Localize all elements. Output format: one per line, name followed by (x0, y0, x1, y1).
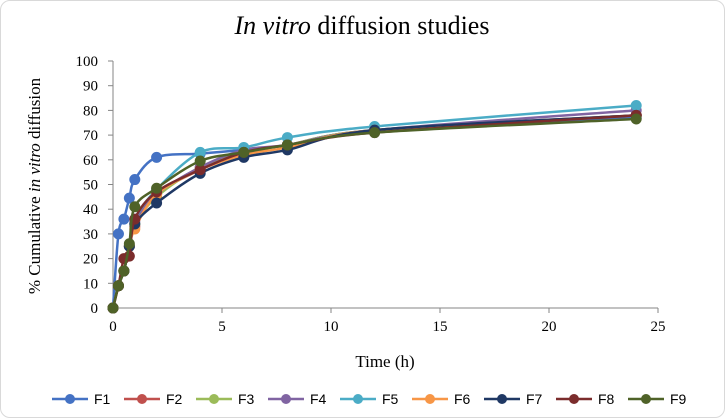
y-tick-label: 50 (83, 178, 98, 194)
y-tick-label: 30 (83, 227, 98, 243)
data-point (151, 151, 163, 163)
legend-marker (281, 394, 291, 404)
series-line (111, 114, 637, 309)
y-tick-label: 80 (83, 103, 98, 119)
legend-label: F5 (382, 391, 399, 407)
legend-label: F9 (670, 391, 687, 407)
series-F2 (107, 109, 642, 314)
series-F7 (107, 109, 642, 314)
legend-item-F2: F2 (124, 391, 183, 407)
legend-marker (65, 394, 75, 404)
series-F3 (107, 109, 642, 314)
legend-marker (497, 394, 507, 404)
y-tick-label: 10 (83, 276, 98, 292)
legend-item-F9: F9 (628, 391, 687, 407)
data-point (630, 113, 642, 125)
x-tick-label: 0 (109, 319, 117, 335)
data-point (238, 146, 250, 158)
legend-marker (353, 394, 363, 404)
legend-label: F8 (598, 391, 615, 407)
x-tick-label: 25 (651, 319, 666, 335)
data-point (151, 182, 163, 194)
data-point (630, 99, 642, 111)
legend-marker (137, 394, 147, 404)
series-group (107, 99, 642, 314)
data-point (281, 139, 293, 151)
legend-item-F8: F8 (556, 391, 615, 407)
data-point (112, 228, 124, 240)
y-tick-label: 60 (83, 153, 98, 169)
legend-marker (641, 394, 651, 404)
y-axis-title: % Cumulative in vitro diffusion (25, 77, 44, 294)
tick-labels: 0 10 20 30 40 50 60 70 80 90 100 0 5 10 15 20 25 (76, 54, 666, 335)
x-tick-label: 15 (433, 319, 448, 335)
y-tick-label: 90 (83, 79, 98, 95)
series-line (111, 114, 637, 309)
chart-title: In vitro diffusion studies (234, 11, 490, 40)
series-line (111, 114, 637, 309)
x-tick-label: 5 (218, 319, 226, 335)
legend-item-F4: F4 (268, 391, 327, 407)
data-point (123, 192, 135, 204)
legend-marker (569, 394, 579, 404)
series-line (111, 109, 637, 309)
legend-item-F7: F7 (484, 391, 543, 407)
series-line (111, 114, 637, 309)
legend-label: F3 (238, 391, 255, 407)
y-tick-label: 100 (76, 54, 99, 70)
legend-label: F6 (454, 391, 471, 407)
y-tick-label: 20 (83, 252, 98, 268)
legend-item-F5: F5 (340, 391, 399, 407)
legend-label: F7 (526, 391, 543, 407)
data-point (151, 197, 163, 209)
legend: F1 F2 F3 F4 F5 F6 F7 F8 F9 (52, 391, 687, 407)
data-point (107, 302, 119, 314)
legend-label: F2 (166, 391, 183, 407)
x-tick-label: 20 (542, 319, 557, 335)
series-line (111, 114, 637, 309)
y-tick-label: 0 (91, 301, 99, 317)
series-F1 (107, 112, 642, 314)
legend-marker (209, 394, 219, 404)
x-axis-title: Time (h) (355, 352, 414, 371)
data-point (369, 127, 381, 139)
legend-label: F4 (310, 391, 327, 407)
series-F6 (107, 109, 642, 314)
data-point (123, 238, 135, 250)
series-F9 (107, 113, 642, 314)
data-point (194, 155, 206, 167)
y-tick-label: 70 (83, 128, 98, 144)
axes (108, 60, 659, 313)
x-tick-label: 10 (324, 319, 339, 335)
data-point (112, 280, 124, 292)
series-line (111, 117, 637, 309)
series-line (111, 116, 637, 309)
legend-item-F3: F3 (196, 391, 255, 407)
data-point (129, 174, 141, 186)
legend-item-F6: F6 (412, 391, 471, 407)
data-point (118, 265, 130, 277)
legend-item-F1: F1 (52, 391, 111, 407)
data-point (118, 213, 130, 225)
data-point (129, 201, 141, 213)
legend-marker (425, 394, 435, 404)
y-tick-label: 40 (83, 202, 98, 218)
legend-label: F1 (94, 391, 111, 407)
series-F8 (107, 109, 642, 314)
